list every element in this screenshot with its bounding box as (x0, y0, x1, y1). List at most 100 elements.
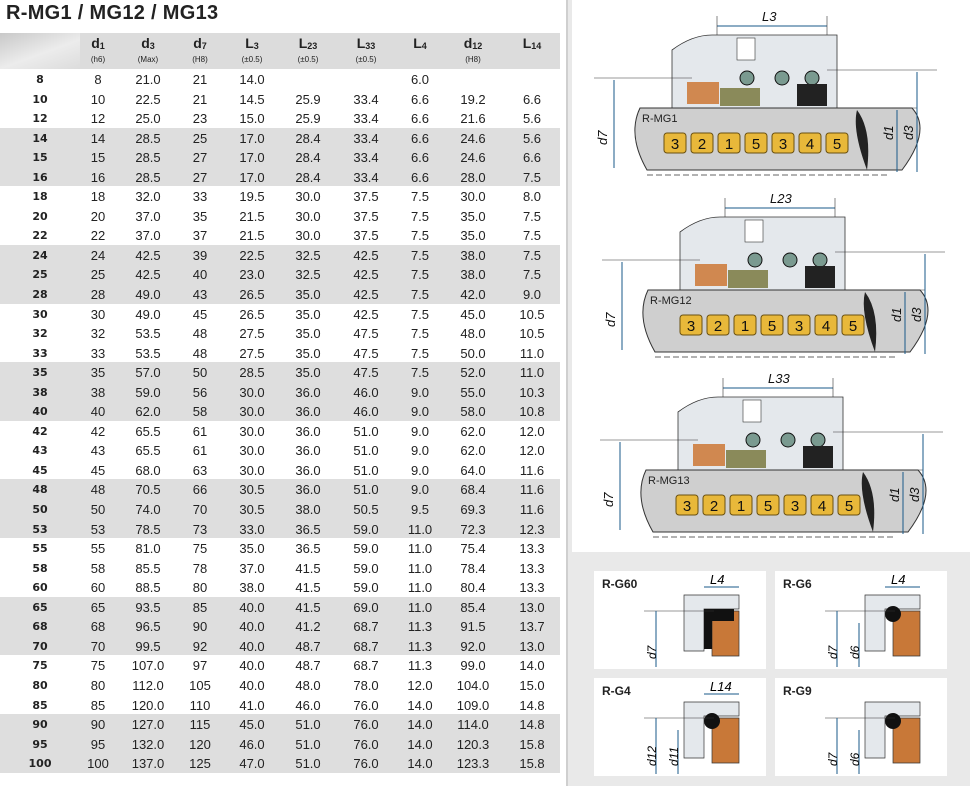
value-cell: 38.0 (460, 247, 486, 263)
size-cell: 33 (32, 346, 48, 360)
value-cell: 61 (192, 423, 208, 439)
dimension-label: d3 (907, 487, 922, 502)
size-cell: 65 (32, 600, 48, 614)
value-cell: 42.5 (353, 306, 379, 322)
value-cell: 14.0 (407, 756, 433, 772)
value-cell: 81.0 (135, 541, 161, 557)
value-cell: 40.0 (239, 619, 265, 635)
value-cell: 28.0 (460, 169, 486, 185)
table-row: 65 65 93.5 85 40.0 41.5 69.0 11.0 85.4 13.0 (0, 596, 560, 617)
value-cell: 21.0 (135, 72, 161, 87)
value-cell: 90 (192, 619, 208, 635)
value-cell: 35 (90, 365, 106, 381)
value-cell: 11.6 (519, 462, 545, 478)
value-cell: 51.0 (353, 423, 379, 439)
size-cell: 32 (32, 327, 48, 341)
value-cell: 35 (192, 208, 208, 224)
value-cell: 21 (192, 72, 208, 87)
value-cell: 35.0 (460, 208, 486, 224)
value-cell: 21.5 (239, 228, 265, 244)
value-cell: 64.0 (460, 462, 486, 478)
table-row: 33 33 53.5 48 27.5 35.0 47.5 7.5 50.0 11.0 (0, 343, 560, 363)
value-cell: 22.5 (239, 247, 265, 263)
value-cell: 73 (192, 521, 208, 537)
bellows (797, 84, 827, 106)
table-row: 28 28 49.0 43 26.5 35.0 42.5 7.5 42.0 9.0 (0, 284, 560, 304)
value-cell: 30.0 (239, 462, 265, 478)
size-cell: 48 (32, 483, 48, 497)
value-cell: 80 (192, 580, 208, 596)
value-cell: 26.5 (239, 287, 265, 303)
part-number-badge: 3 (771, 132, 795, 154)
size-cell: 8 (36, 73, 44, 86)
size-cell: 25 (32, 268, 48, 282)
dimension-label: d1 (887, 488, 902, 502)
table-row: 8 8 21.0 21 14.0 6.0 (0, 69, 560, 89)
value-cell: 13.7 (519, 619, 545, 635)
value-cell: 80 (90, 677, 106, 693)
value-cell: 27.5 (239, 345, 265, 361)
value-cell: 30 (90, 306, 106, 322)
value-cell: 25.9 (295, 91, 321, 107)
value-cell: 50 (90, 502, 106, 518)
svg-text:1: 1 (741, 318, 749, 335)
table-row: 32 32 53.5 48 27.5 35.0 47.5 7.5 48.0 10.5 (0, 323, 560, 343)
value-cell: 30.0 (239, 443, 265, 459)
value-cell: 12.0 (519, 443, 545, 459)
table-row: 40 40 62.0 58 30.0 36.0 46.0 9.0 58.0 10.8 (0, 401, 560, 421)
size-cell: 24 (32, 248, 48, 262)
value-cell: 13.3 (519, 541, 545, 557)
seat-label: R-G60 (602, 577, 638, 591)
svg-text:2: 2 (698, 136, 706, 153)
table-row: 50 50 74.0 70 30.5 38.0 50.5 9.5 69.3 11.6 (0, 499, 560, 519)
value-cell: 21.6 (460, 111, 486, 127)
value-cell: 28 (90, 287, 106, 303)
value-cell: 78.4 (460, 560, 486, 576)
value-cell: 6.6 (410, 91, 430, 107)
value-cell: 40.0 (239, 677, 265, 693)
value-cell: 59.0 (353, 541, 379, 557)
value-cell: 42.5 (353, 287, 379, 303)
value-cell: 41.2 (295, 619, 321, 635)
value-cell: 43 (90, 443, 106, 459)
table-row: 43 43 65.5 61 30.0 36.0 51.0 9.0 62.0 12.0 (0, 440, 560, 460)
value-cell: 11.0 (407, 599, 433, 615)
column-header: L33 (±0.5) (355, 35, 377, 64)
value-cell: 16 (90, 169, 106, 185)
value-cell: 40.0 (239, 658, 265, 674)
part-number-badge: 3 (787, 314, 811, 336)
dimension-label: d7 (595, 130, 610, 145)
value-cell: 51.0 (353, 443, 379, 459)
value-cell: 28.5 (239, 365, 265, 381)
value-cell: 109.0 (456, 697, 490, 713)
seat-ring (892, 610, 921, 657)
value-cell: 32.5 (295, 247, 321, 263)
value-cell: 33 (192, 189, 208, 205)
value-cell: 6.6 (522, 150, 542, 166)
value-cell: 11.0 (407, 541, 433, 557)
value-cell: 9.0 (522, 287, 542, 303)
value-cell: 25.0 (135, 111, 161, 127)
value-cell: 30.0 (239, 404, 265, 420)
length-label: L3 (762, 9, 777, 24)
value-cell: 35.0 (460, 228, 486, 244)
value-cell: 47.5 (353, 345, 379, 361)
value-cell: 53 (90, 521, 106, 537)
value-cell: 13.3 (519, 560, 545, 576)
value-cell: 65.5 (135, 423, 161, 439)
value-cell: 28.4 (295, 130, 321, 146)
value-cell: 11.0 (407, 580, 433, 596)
value-cell: 36.0 (295, 404, 321, 420)
value-cell: 15.8 (519, 756, 545, 772)
column-header: d3 (Max) (137, 35, 159, 64)
value-cell: 49.0 (135, 306, 161, 322)
value-cell: 30.0 (460, 189, 486, 205)
size-cell: 68 (32, 620, 48, 634)
value-cell: 7.5 (410, 365, 430, 381)
value-cell: 75.4 (460, 541, 486, 557)
value-cell: 14.8 (519, 717, 545, 733)
value-cell: 14.5 (239, 91, 265, 107)
seat-ring (711, 717, 740, 764)
value-cell: 59.0 (135, 384, 161, 400)
table-row: 20 20 37.0 35 21.5 30.0 37.5 7.5 35.0 7.5 (0, 206, 560, 226)
